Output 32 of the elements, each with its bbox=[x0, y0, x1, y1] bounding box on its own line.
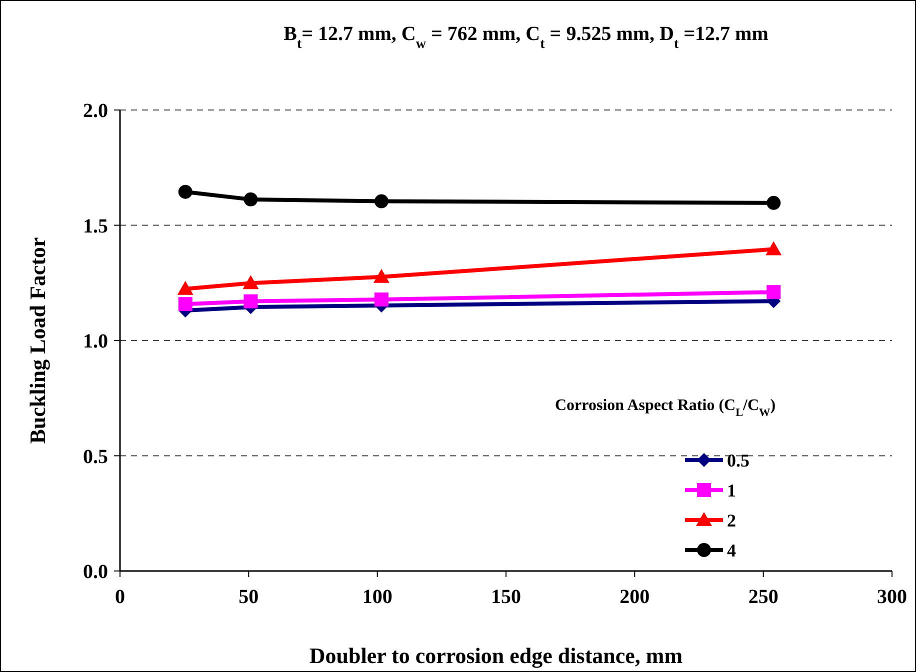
legend-label: 1 bbox=[727, 480, 736, 500]
x-axis-title: Doubler to corrosion edge distance, mm bbox=[309, 643, 683, 668]
point bbox=[373, 268, 390, 283]
y-tick-label: 0.0 bbox=[83, 561, 108, 583]
point bbox=[177, 280, 194, 295]
x-tick-label: 0 bbox=[115, 586, 125, 608]
x-tick-label: 250 bbox=[748, 586, 778, 608]
x-tick-label: 300 bbox=[877, 586, 907, 608]
y-tick-label: 1.0 bbox=[83, 330, 108, 352]
x-tick-label: 150 bbox=[491, 586, 521, 608]
legend-label: 4 bbox=[727, 540, 736, 560]
chart-title: B$_{t}$= 12.7 mm, C$_{w}$ = 762 mm, C$_{t}$ = 9.525 mm, D$_{t}$ =12.7 mm bbox=[284, 23, 768, 52]
y-axis-title: Buckling Load Factor bbox=[25, 236, 50, 444]
y-tick-label: 0.5 bbox=[83, 446, 108, 468]
point bbox=[178, 184, 192, 199]
point bbox=[178, 297, 192, 312]
y-tick-label: 1.5 bbox=[83, 215, 108, 238]
point bbox=[244, 294, 258, 308]
point bbox=[766, 285, 781, 300]
y-tick-label: 2.0 bbox=[83, 100, 108, 122]
point bbox=[374, 292, 388, 306]
point bbox=[766, 241, 782, 256]
x-tick-label: 50 bbox=[238, 586, 259, 608]
point bbox=[242, 275, 259, 290]
x-tick-label: 200 bbox=[620, 586, 650, 608]
point bbox=[374, 194, 388, 208]
x-tick-label: 100 bbox=[362, 586, 392, 608]
legend-title: Corrosion Aspect Ratio (C$_{L}$/C$_{W}$) bbox=[555, 397, 776, 419]
legend-label: 0.5 bbox=[727, 450, 750, 470]
point bbox=[244, 192, 258, 206]
point bbox=[766, 196, 781, 210]
legend-label: 2 bbox=[727, 510, 736, 530]
